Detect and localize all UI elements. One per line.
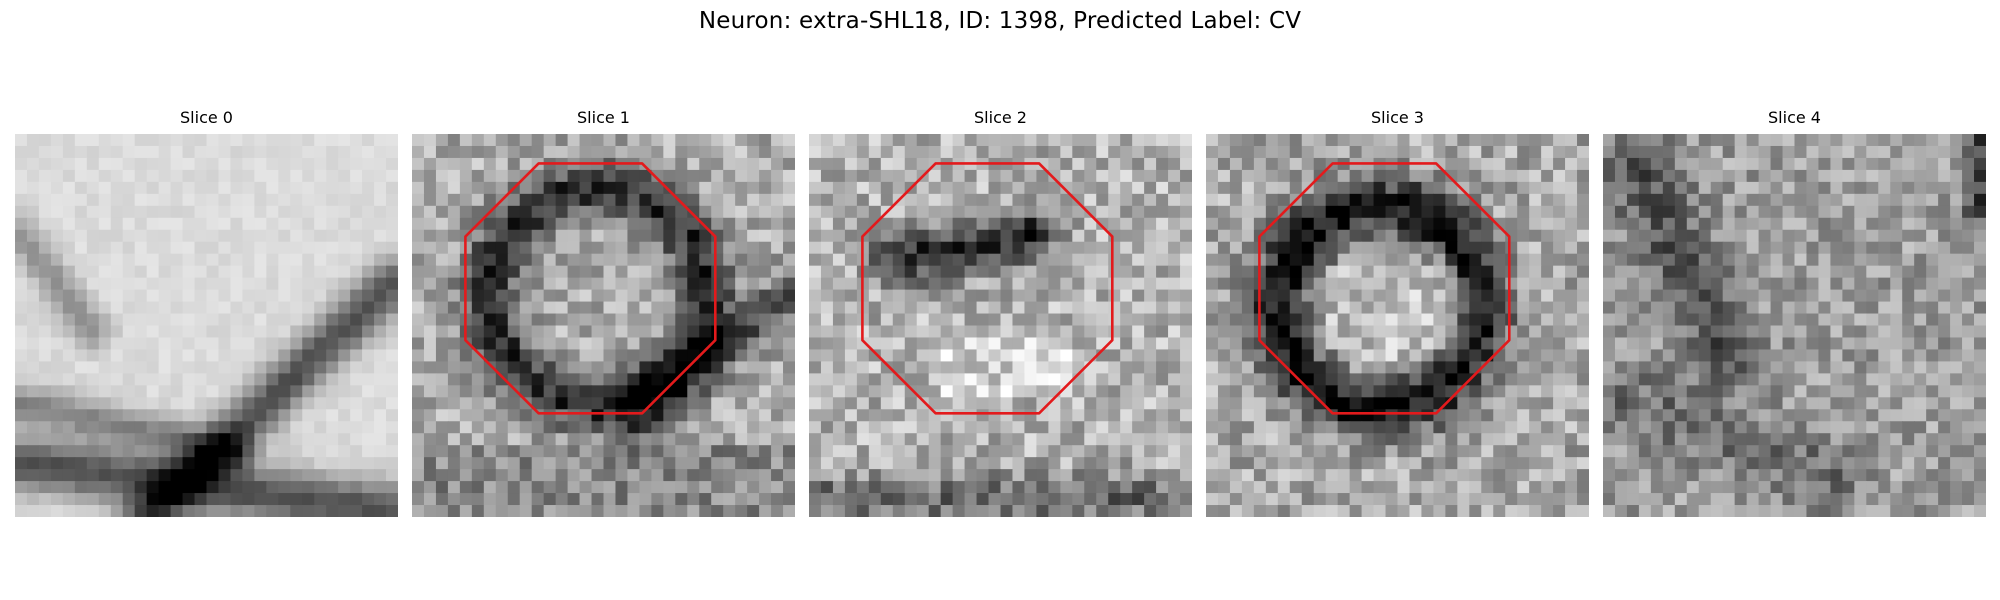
slice-image-2 bbox=[809, 134, 1192, 517]
figure-title: Neuron: extra-SHL18, ID: 1398, Predicted… bbox=[698, 8, 1302, 34]
slice-title-2: Slice 2 bbox=[974, 108, 1027, 127]
roi-octagon-outline bbox=[861, 162, 1114, 415]
roi-octagon-outline bbox=[1258, 162, 1511, 415]
slice-image-1 bbox=[412, 134, 795, 517]
slice-image-0 bbox=[15, 134, 398, 517]
slice-title-3: Slice 3 bbox=[1371, 108, 1424, 127]
slice-title-1: Slice 1 bbox=[577, 108, 630, 127]
slice-image-4 bbox=[1603, 134, 1986, 517]
slice-title-0: Slice 0 bbox=[180, 108, 233, 127]
slice-title-4: Slice 4 bbox=[1768, 108, 1821, 127]
roi-octagon-outline bbox=[464, 162, 717, 415]
slice-image-3 bbox=[1206, 134, 1589, 517]
